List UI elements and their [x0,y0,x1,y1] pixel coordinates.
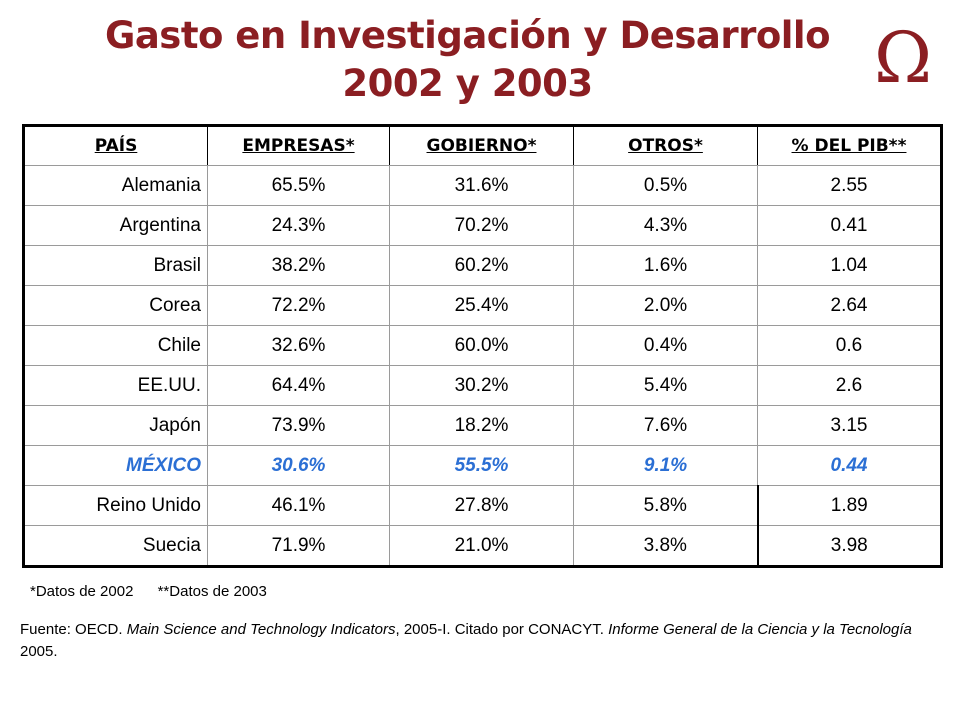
cell-country: Japón [23,405,208,446]
table-row: Chile 32.6% 60.0% 0.4% 0.6 [23,325,942,366]
header-gobierno: GOBIERNO* [389,125,574,166]
cell-country: MÉXICO [23,445,208,486]
cell-otros: 1.6% [573,245,758,286]
cell-country: Argentina [23,205,208,246]
omega-icon: Ω [873,17,933,99]
cell-empresas: 71.9% [207,525,390,567]
footnote-2003: **Datos de 2003 [157,583,267,600]
cell-otros: 0.4% [573,325,758,366]
cell-empresas: 72.2% [207,285,390,326]
cell-pib: 0.6 [757,325,942,366]
cell-pib: 1.04 [757,245,942,286]
cell-gobierno: 70.2% [389,205,574,246]
rd-spending-table: PAÍS EMPRESAS* GOBIERNO* OTROS* % DEL PI… [22,124,943,568]
cell-gobierno: 25.4% [389,285,574,326]
cell-country: Reino Unido [23,485,208,526]
cell-otros: 2.0% [573,285,758,326]
table-row: Corea 72.2% 25.4% 2.0% 2.64 [23,285,942,326]
cell-empresas: 30.6% [207,445,390,486]
cell-empresas: 73.9% [207,405,390,446]
cell-empresas: 24.3% [207,205,390,246]
source-suffix: 2005. [20,643,58,660]
table-row: Brasil 38.2% 60.2% 1.6% 1.04 [23,245,942,286]
title-line-1: Gasto en Investigación y Desarrollo [104,14,831,57]
table-row: EE.UU. 64.4% 30.2% 5.4% 2.6 [23,365,942,406]
table-row: Alemania 65.5% 31.6% 0.5% 2.55 [23,165,942,206]
cell-country: Chile [23,325,208,366]
header-pib: % DEL PIB** [757,125,942,166]
cell-empresas: 65.5% [207,165,390,206]
cell-pib: 3.15 [757,405,942,446]
cell-gobierno: 30.2% [389,365,574,406]
cell-pib: 0.41 [757,205,942,246]
title-line-2: 2002 y 2003 [342,62,593,105]
page-title: Gasto en Investigación y Desarrollo 2002… [0,12,935,108]
table-row: MÉXICO 30.6% 55.5% 9.1% 0.44 [23,445,942,486]
cell-gobierno: 21.0% [389,525,574,567]
table-header-row: PAÍS EMPRESAS* GOBIERNO* OTROS* % DEL PI… [23,125,942,166]
cell-gobierno: 27.8% [389,485,574,526]
cell-pib: 2.6 [757,365,942,406]
table-row: Japón 73.9% 18.2% 7.6% 3.15 [23,405,942,446]
cell-country: EE.UU. [23,365,208,406]
cell-empresas: 38.2% [207,245,390,286]
cell-otros: 7.6% [573,405,758,446]
cell-empresas: 64.4% [207,365,390,406]
cell-gobierno: 18.2% [389,405,574,446]
cell-empresas: 32.6% [207,325,390,366]
header-empresas: EMPRESAS* [207,125,390,166]
cell-pib: 3.98 [756,525,942,567]
cell-country: Brasil [23,245,208,286]
cell-gobierno: 31.6% [389,165,574,206]
source-prefix: Fuente: OECD. [20,621,127,638]
cell-pib: 2.64 [757,285,942,326]
cell-country: Suecia [23,525,208,567]
cell-otros: 3.8% [573,525,758,567]
cell-otros: 5.8% [573,485,758,526]
cell-gobierno: 60.0% [389,325,574,366]
cell-otros: 4.3% [573,205,758,246]
cell-otros: 0.5% [573,165,758,206]
cell-pib: 0.44 [757,445,942,486]
table-row: Argentina 24.3% 70.2% 4.3% 0.41 [23,205,942,246]
source-middle: , 2005-I. Citado por CONACYT. [395,621,609,638]
header-otros: OTROS* [573,125,758,166]
cell-otros: 5.4% [573,365,758,406]
source-citation: Fuente: OECD. Main Science and Technolog… [20,619,935,663]
cell-gobierno: 60.2% [389,245,574,286]
table-row: Suecia 71.9% 21.0% 3.8% 3.98 [23,525,942,567]
footnote-2002: *Datos de 2002 [30,583,134,600]
cell-pib: 1.89 [756,485,942,526]
source-work-1: Main Science and Technology Indicators [126,621,396,638]
cell-empresas: 46.1% [207,485,390,526]
cell-gobierno: 55.5% [389,445,574,486]
cell-country: Corea [23,285,208,326]
cell-country: Alemania [23,165,208,206]
cell-otros: 9.1% [573,445,758,486]
cell-pib: 2.55 [757,165,942,206]
source-work-2: Informe General de la Ciencia y la Tecno… [608,621,912,638]
header-pais: PAÍS [23,125,208,166]
table-row: Reino Unido 46.1% 27.8% 5.8% 1.89 [23,485,942,526]
footnote: *Datos de 2002 **Datos de 2003 [30,583,267,600]
